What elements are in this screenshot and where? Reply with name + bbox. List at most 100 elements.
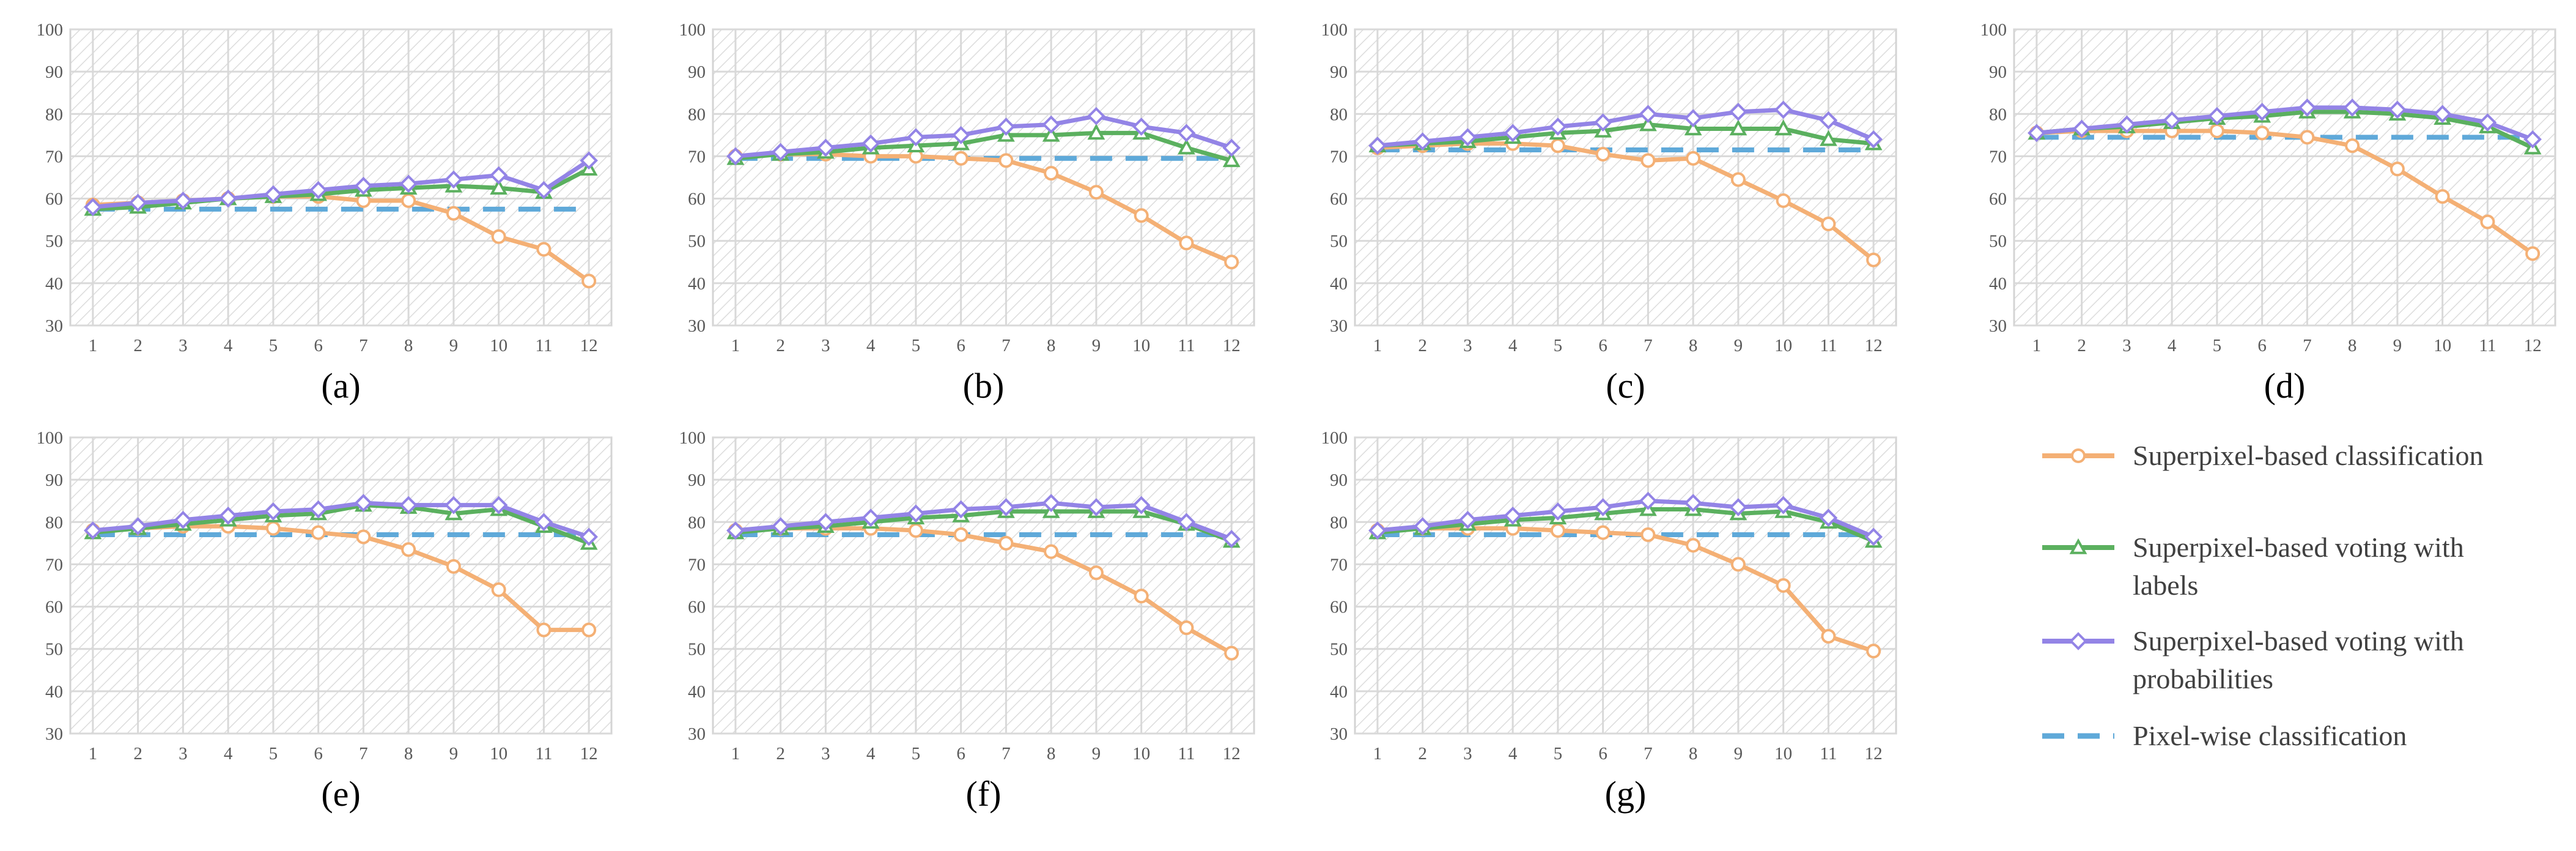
y-tick-label: 50 — [1989, 232, 2007, 251]
data-point-voting-probabilities — [1729, 103, 1747, 121]
data-point-superpixel-classification — [536, 622, 552, 637]
data-point-superpixel-classification — [2254, 125, 2270, 141]
x-tick-label: 4 — [1508, 336, 1518, 355]
data-point-voting-probabilities — [816, 513, 835, 532]
data-point-voting-probabilities — [354, 177, 373, 195]
y-tick-label: 40 — [1330, 682, 1348, 702]
data-point-voting-probabilities — [1177, 513, 1196, 532]
data-point-superpixel-classification — [1134, 589, 1149, 604]
data-point-voting-labels — [1042, 125, 1060, 142]
x-tick-label: 8 — [404, 744, 413, 764]
data-point-superpixel-classification — [998, 153, 1014, 168]
x-tick-label: 9 — [1092, 744, 1101, 764]
data-point-superpixel-classification — [446, 559, 461, 574]
data-point-superpixel-classification — [908, 523, 923, 538]
legend-item-voting-probabilities: Superpixel-based voting with probabilitie… — [2042, 625, 2464, 694]
data-point-voting-probabilities — [1458, 511, 1477, 529]
data-point-voting-probabilities — [997, 117, 1016, 136]
y-tick-label: 40 — [45, 682, 63, 702]
data-point-voting-probabilities — [174, 511, 193, 529]
data-point-voting-probabilities — [2298, 98, 2317, 117]
x-tick-label: 7 — [1644, 336, 1653, 355]
data-point-superpixel-classification — [1595, 146, 1611, 162]
y-tick-label: 60 — [1330, 190, 1348, 209]
y-tick-label: 90 — [688, 470, 706, 490]
y-tick-label: 60 — [688, 598, 706, 617]
data-point-superpixel-classification — [1776, 578, 1791, 593]
data-point-superpixel-classification — [1595, 525, 1611, 540]
data-point-voting-labels — [1087, 124, 1105, 140]
series-line-voting-labels — [92, 503, 590, 546]
data-point-superpixel-classification — [536, 242, 552, 257]
y-tick-label: 50 — [45, 232, 63, 251]
data-point-voting-probabilities — [1684, 109, 1702, 128]
data-point-voting-labels — [1639, 115, 1657, 132]
data-point-superpixel-classification — [401, 193, 416, 209]
legend-label: Superpixel-based voting with — [2133, 532, 2464, 563]
data-point-voting-probabilities — [580, 151, 598, 170]
x-tick-label: 9 — [1092, 336, 1101, 355]
y-tick-label: 40 — [1989, 274, 2007, 294]
data-point-voting-probabilities — [771, 517, 790, 536]
y-tick-label: 70 — [1330, 147, 1348, 166]
y-tick-label: 30 — [1989, 316, 2007, 336]
y-tick-label: 80 — [688, 105, 706, 124]
data-point-voting-probabilities — [445, 496, 463, 515]
data-point-voting-probabilities — [399, 496, 418, 515]
y-tick-label: 60 — [1989, 190, 2007, 209]
y-tick-label: 70 — [45, 555, 63, 574]
y-tick-label: 60 — [45, 598, 63, 617]
y-tick-label: 60 — [45, 190, 63, 209]
x-tick-label: 11 — [1178, 744, 1195, 764]
series-line-voting-labels — [1377, 507, 1875, 543]
x-tick-label: 5 — [1554, 744, 1563, 764]
y-tick-label: 100 — [37, 20, 64, 40]
data-point-voting-probabilities — [2028, 124, 2046, 143]
y-tick-label: 40 — [1330, 274, 1348, 294]
data-point-voting-labels — [1774, 119, 1793, 136]
data-point-voting-probabilities — [771, 143, 790, 162]
x-tick-label: 1 — [1373, 336, 1382, 355]
data-point-voting-probabilities — [264, 185, 282, 204]
x-tick-label: 12 — [1865, 744, 1883, 764]
x-tick-label: 8 — [1047, 336, 1056, 355]
y-tick-label: 100 — [1321, 428, 1348, 448]
x-tick-label: 11 — [535, 336, 552, 355]
y-tick-label: 80 — [1330, 105, 1348, 124]
data-point-voting-probabilities — [1684, 494, 1702, 512]
y-tick-label: 70 — [1989, 147, 2007, 166]
data-point-superpixel-classification — [2209, 123, 2224, 138]
plot-area — [69, 436, 613, 735]
x-tick-label: 12 — [1865, 336, 1883, 355]
x-tick-label: 4 — [866, 336, 876, 355]
legend-item-pixel-wise: Pixel-wise classification — [2042, 720, 2407, 751]
series-line-voting-labels — [735, 509, 1233, 543]
x-tick-label: 7 — [359, 744, 368, 764]
data-point-superpixel-classification — [1866, 252, 1881, 267]
y-tick-label: 30 — [1330, 724, 1348, 744]
data-point-voting-labels — [1222, 151, 1241, 168]
data-point-voting-probabilities — [354, 494, 373, 512]
x-tick-label: 2 — [776, 336, 785, 355]
x-tick-label: 10 — [1774, 744, 1792, 764]
data-point-superpixel-classification — [998, 535, 1014, 551]
data-point-voting-probabilities — [84, 198, 102, 217]
x-tick-label: 2 — [133, 744, 142, 764]
data-point-voting-probabilities — [2343, 98, 2361, 117]
x-tick-label: 6 — [956, 744, 965, 764]
series-line-voting-labels — [92, 167, 590, 212]
data-point-superpixel-classification — [953, 151, 969, 166]
y-tick-label: 30 — [688, 316, 706, 336]
x-tick-label: 5 — [2213, 336, 2222, 355]
data-point-voting-probabilities — [1504, 507, 1522, 525]
data-point-voting-probabilities — [2253, 103, 2272, 121]
x-tick-label: 8 — [404, 336, 413, 355]
x-tick-label: 2 — [1418, 744, 1427, 764]
x-tick-label: 3 — [1463, 336, 1472, 355]
y-tick-label: 30 — [45, 316, 63, 336]
